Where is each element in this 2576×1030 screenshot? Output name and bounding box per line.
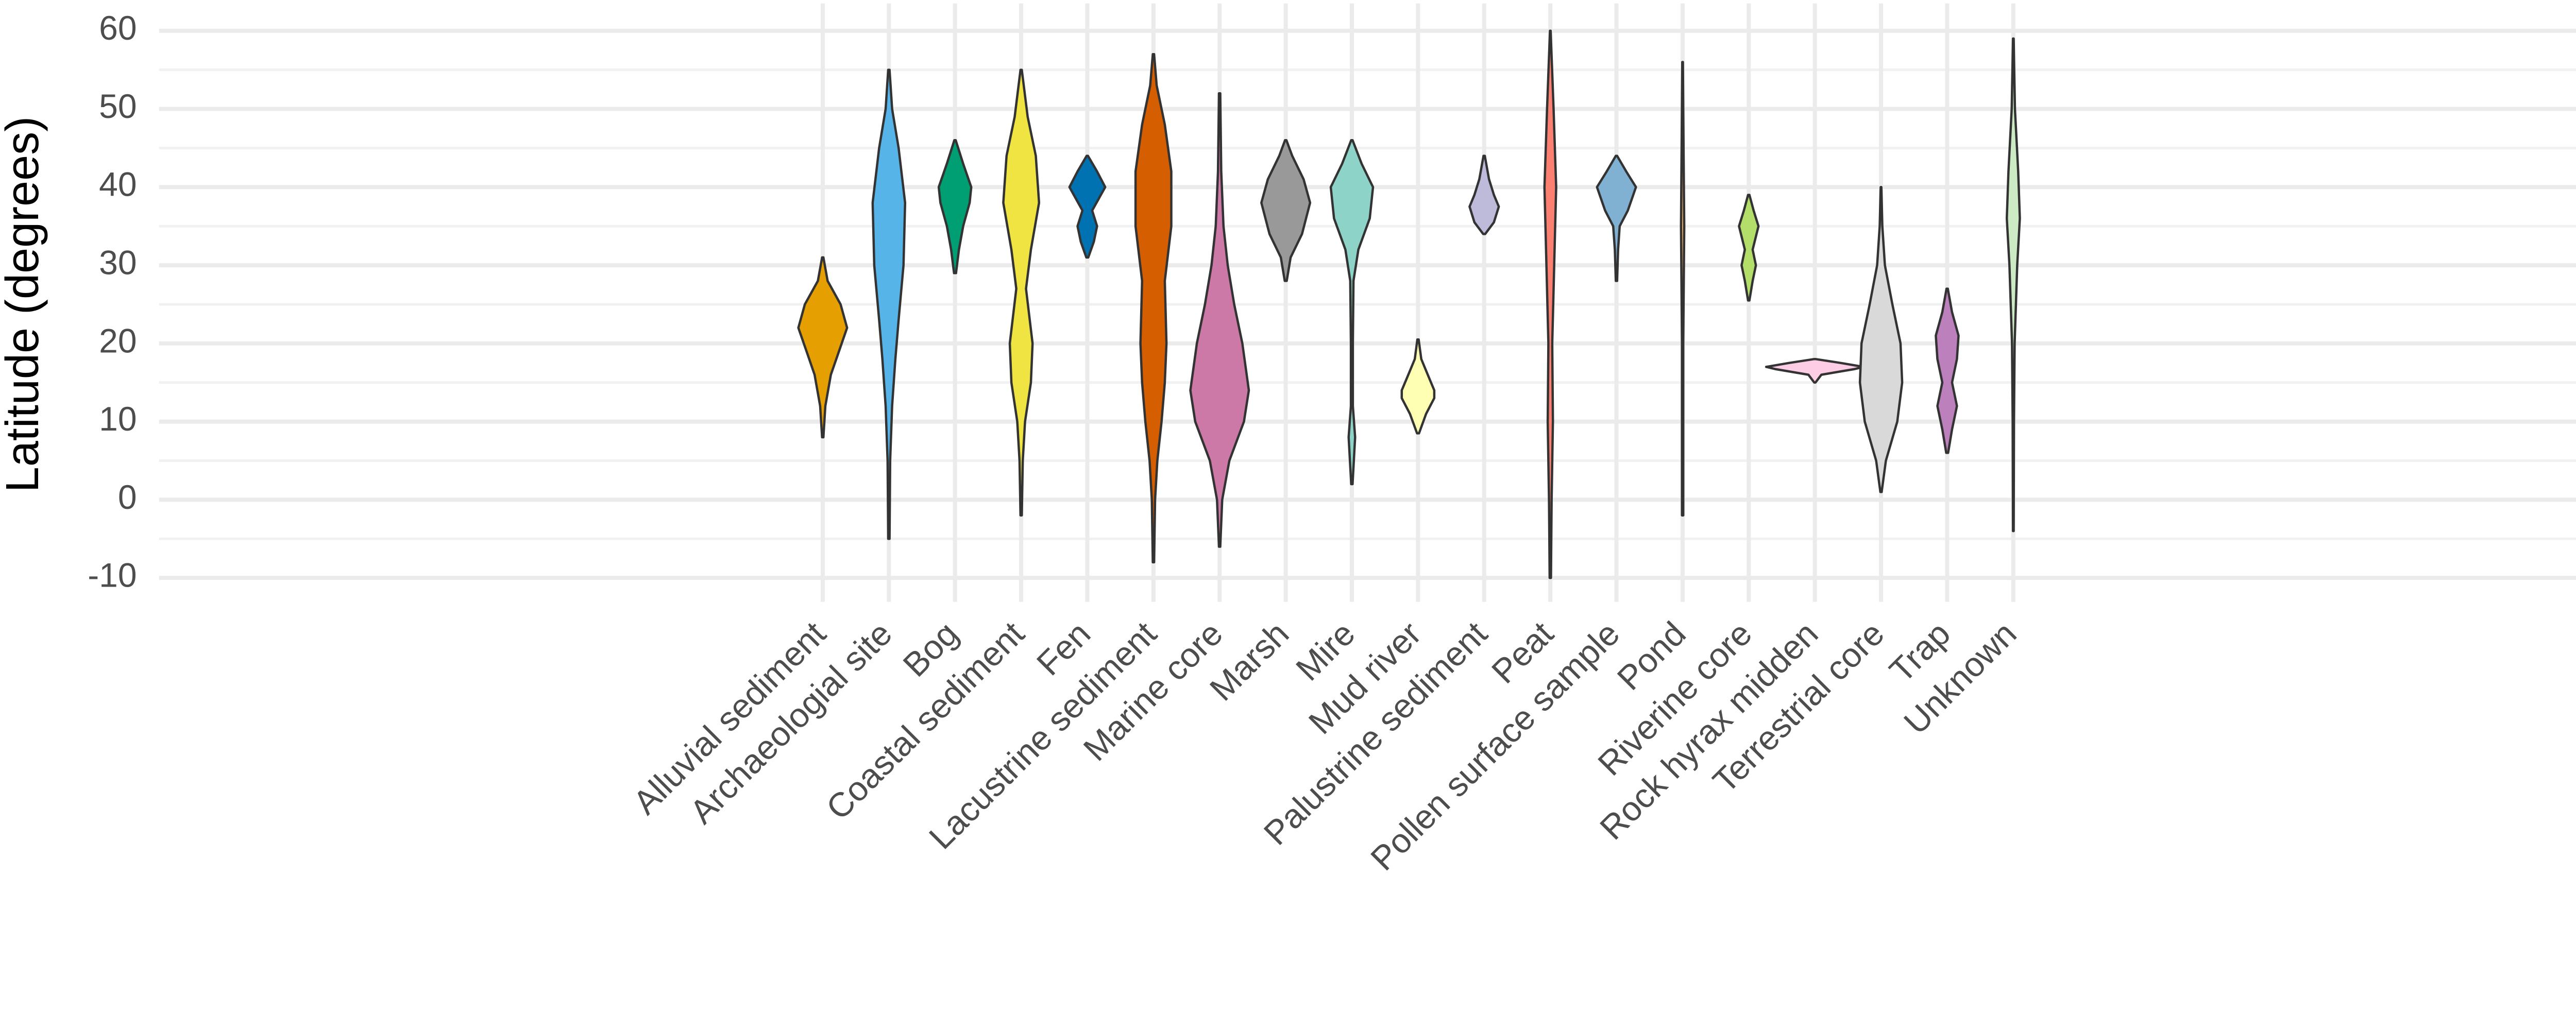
y-tick-label: 10 bbox=[99, 400, 137, 438]
violin bbox=[1738, 194, 1760, 302]
violin bbox=[1134, 53, 1173, 564]
y-axis-label: Latitude (degrees) bbox=[0, 116, 48, 492]
violin bbox=[1400, 338, 1436, 435]
violin bbox=[1002, 68, 1041, 517]
y-tick-label: 40 bbox=[99, 165, 137, 203]
y-tick-label: 50 bbox=[99, 87, 137, 125]
violin bbox=[2005, 37, 2021, 533]
violin bbox=[1068, 154, 1107, 259]
violin bbox=[1858, 186, 1904, 493]
y-tick-label: 0 bbox=[118, 478, 137, 516]
y-tick-label: 30 bbox=[99, 244, 137, 282]
y-tick-label: 60 bbox=[99, 9, 137, 47]
violin bbox=[797, 256, 849, 439]
violin bbox=[1765, 357, 1865, 384]
violin bbox=[871, 68, 907, 540]
violin bbox=[1468, 154, 1500, 235]
violin bbox=[1260, 139, 1312, 282]
violin bbox=[1189, 92, 1250, 548]
violin bbox=[1329, 139, 1375, 486]
violin bbox=[1680, 61, 1686, 517]
y-tick-label: 20 bbox=[99, 321, 137, 359]
violin bbox=[1935, 287, 1960, 454]
violin bbox=[1596, 154, 1637, 282]
violin bbox=[937, 139, 973, 274]
violin bbox=[1543, 29, 1557, 579]
y-tick-label: -10 bbox=[88, 556, 137, 594]
